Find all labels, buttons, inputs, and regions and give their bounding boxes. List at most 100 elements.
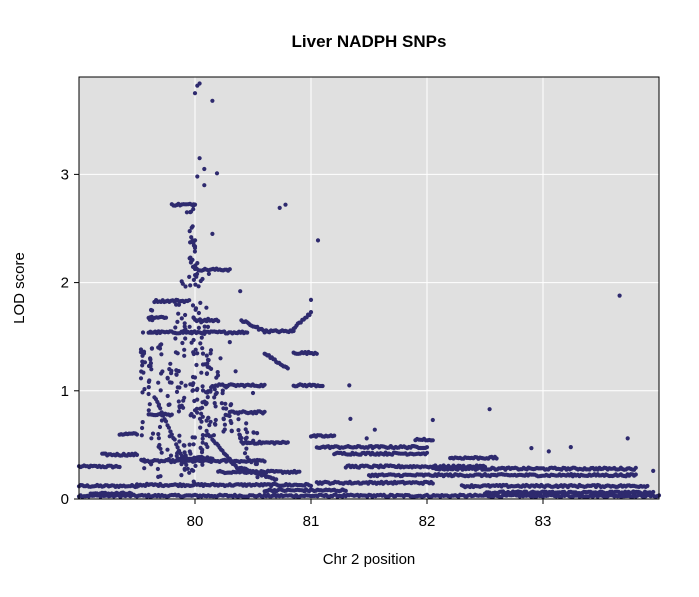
data-point (320, 383, 325, 389)
data-point (220, 391, 225, 396)
data-point (169, 368, 174, 373)
data-point (204, 428, 209, 433)
data-point (168, 361, 173, 366)
data-point (205, 395, 210, 400)
data-point (221, 429, 226, 434)
data-point (215, 370, 220, 375)
data-point (197, 406, 203, 411)
data-point (172, 437, 177, 442)
data-point (193, 238, 198, 243)
data-point (197, 416, 203, 421)
data-point (202, 166, 207, 172)
x-axis-label: Chr 2 position (323, 551, 416, 568)
data-point (195, 351, 200, 356)
data-point (158, 406, 163, 411)
data-point (159, 450, 164, 455)
data-point (149, 462, 154, 467)
data-point (191, 381, 196, 386)
data-point (205, 364, 210, 369)
data-point (218, 356, 223, 361)
data-point (174, 297, 179, 302)
data-point (183, 284, 188, 289)
data-point (262, 459, 267, 464)
data-point (202, 362, 207, 367)
data-point (163, 419, 169, 424)
data-point (141, 349, 147, 354)
data-point (254, 461, 259, 467)
data-point (165, 375, 170, 380)
data-point (200, 433, 205, 438)
data-point (194, 406, 199, 411)
data-point (212, 421, 217, 426)
data-point (174, 302, 179, 307)
data-point (222, 422, 227, 427)
data-point (177, 433, 182, 438)
data-point (228, 418, 233, 424)
data-point (161, 413, 166, 418)
data-point (209, 385, 214, 390)
data-point (149, 346, 154, 351)
data-point (546, 449, 551, 454)
data-point (245, 430, 250, 435)
data-point (192, 249, 197, 254)
data-point (195, 174, 200, 179)
data-point (179, 380, 184, 385)
data-point (139, 433, 144, 438)
data-point (142, 466, 147, 471)
data-point (158, 474, 163, 479)
data-point (617, 293, 622, 298)
data-point (146, 408, 151, 413)
data-point (175, 385, 180, 390)
data-point (285, 440, 290, 445)
data-point (189, 235, 194, 240)
data-point (204, 371, 210, 376)
data-point (625, 436, 630, 441)
data-point (308, 483, 314, 488)
data-point (651, 468, 656, 473)
data-point (210, 231, 215, 236)
data-point (184, 462, 189, 467)
data-point (165, 393, 170, 399)
data-point (175, 319, 180, 324)
data-point (183, 383, 188, 388)
data-point (173, 336, 178, 341)
data-point (183, 312, 188, 318)
data-point (297, 469, 302, 474)
data-point (175, 451, 180, 456)
data-point (146, 379, 151, 384)
data-point (182, 321, 187, 326)
data-point (187, 324, 192, 329)
data-point (430, 438, 435, 443)
data-point (200, 276, 205, 282)
x-axis: 80 81 82 83 (187, 499, 551, 530)
data-point (173, 325, 178, 330)
data-point (140, 363, 145, 368)
data-point (206, 317, 211, 322)
y-tick-label: 2 (61, 275, 69, 292)
data-point (188, 209, 194, 214)
data-point (176, 399, 181, 404)
data-point (202, 331, 207, 336)
data-point (251, 430, 256, 435)
data-point (157, 442, 162, 448)
data-point (182, 455, 187, 461)
data-point (182, 450, 187, 455)
data-point (212, 395, 217, 400)
data-point (174, 372, 179, 377)
data-point (223, 401, 228, 406)
data-point (156, 380, 161, 385)
data-point (198, 341, 203, 346)
data-point (175, 445, 180, 450)
data-point (245, 455, 250, 460)
data-point (187, 449, 192, 454)
data-point (200, 462, 205, 467)
data-point (229, 402, 234, 407)
data-point (156, 345, 161, 350)
data-point (192, 435, 197, 440)
data-point (233, 369, 238, 374)
data-point (208, 348, 214, 353)
data-point (181, 398, 186, 403)
data-point (195, 271, 200, 277)
data-point (140, 420, 145, 425)
data-point (191, 468, 196, 473)
